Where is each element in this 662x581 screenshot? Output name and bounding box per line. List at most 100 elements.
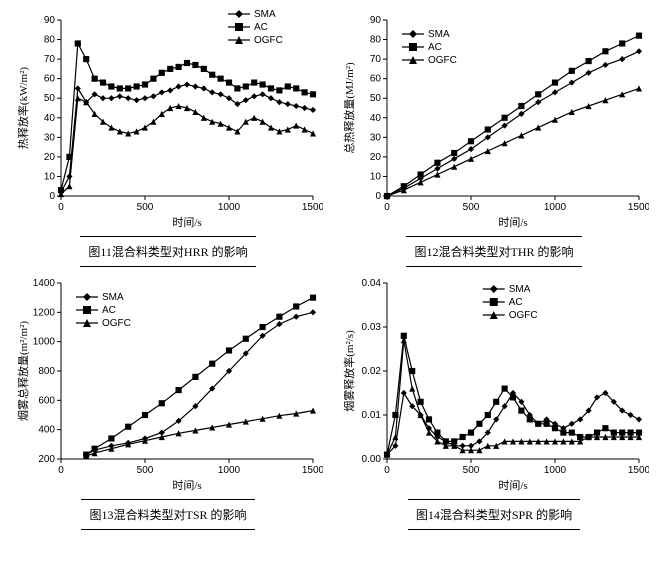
x-axis-label: 时间/s xyxy=(172,216,201,229)
fig13-cell: 200400600800100012001400050010001500时间/s… xyxy=(10,273,326,530)
x-axis-label: 时间/s xyxy=(498,479,527,492)
fig12-svg: 0102030405060708090050010001500时间/s总热释放量… xyxy=(339,10,649,230)
y-tick-label: 0.04 xyxy=(362,278,382,289)
x-axis-label: 时间/s xyxy=(172,479,201,492)
series-SMA-marker xyxy=(293,103,299,109)
y-tick-label: 1400 xyxy=(33,278,56,289)
series-SMA-marker xyxy=(243,97,249,103)
x-tick-label: 1000 xyxy=(544,465,567,476)
series-AC-marker xyxy=(226,80,232,86)
series-SMA-marker xyxy=(293,314,299,320)
series-AC-marker xyxy=(108,83,114,89)
series-AC-marker xyxy=(234,85,240,91)
legend-SMA-label: SMA xyxy=(428,29,450,40)
fig11-svg: 0102030405060708090050010001500时间/s热释放率(… xyxy=(13,10,323,230)
y-tick-label: 600 xyxy=(38,395,55,406)
y-axis-label: 总热释放量(MJ/m²) xyxy=(342,62,356,154)
series-SMA-marker xyxy=(117,93,123,99)
series-SMA-marker xyxy=(434,166,440,172)
x-tick-label: 500 xyxy=(137,202,154,213)
series-SMA-marker xyxy=(201,85,207,91)
y-axis-label: 烟雾总释放量(m²/m²) xyxy=(16,321,30,421)
series-SMA-marker xyxy=(285,101,291,107)
series-AC-marker xyxy=(460,434,466,440)
legend-OGFC-label: OGFC xyxy=(428,55,457,66)
series-AC-marker xyxy=(510,394,516,400)
legend-SMA-marker xyxy=(83,293,91,301)
series-OGFC-marker xyxy=(226,124,232,130)
series-AC-marker xyxy=(293,85,299,91)
series-AC-marker xyxy=(176,64,182,70)
series-SMA-marker xyxy=(602,62,608,68)
y-tick-label: 40 xyxy=(370,113,382,124)
series-AC-marker xyxy=(535,421,541,427)
series-AC-marker xyxy=(310,295,316,301)
y-tick-label: 60 xyxy=(370,74,382,85)
y-tick-label: 0.01 xyxy=(362,410,382,421)
series-AC-marker xyxy=(468,138,474,144)
series-AC-marker xyxy=(260,81,266,87)
series-OGFC-marker xyxy=(602,97,608,103)
y-tick-label: 0 xyxy=(375,191,381,202)
x-tick-label: 1500 xyxy=(628,202,649,213)
y-tick-label: 1000 xyxy=(33,337,56,348)
legend-AC-label: AC xyxy=(254,22,268,33)
series-AC-marker xyxy=(125,85,131,91)
series-AC-marker xyxy=(142,81,148,87)
series-AC-marker xyxy=(100,80,106,86)
y-tick-label: 0 xyxy=(49,191,55,202)
series-SMA-marker xyxy=(586,70,592,76)
series-AC-marker xyxy=(293,303,299,309)
x-tick-label: 500 xyxy=(463,465,480,476)
series-AC-marker xyxy=(586,58,592,64)
series-AC-marker xyxy=(518,103,524,109)
series-AC-marker xyxy=(108,435,114,441)
series-AC-marker xyxy=(636,33,642,39)
series-AC-marker xyxy=(150,76,156,82)
series-OGFC-marker xyxy=(451,164,457,170)
series-AC-marker xyxy=(75,40,81,46)
legend-AC-marker xyxy=(409,43,417,51)
series-OGFC-marker xyxy=(569,109,575,115)
y-tick-label: 40 xyxy=(44,113,56,124)
series-AC-marker xyxy=(527,416,533,422)
series-AC-marker xyxy=(552,425,558,431)
x-tick-label: 0 xyxy=(384,465,390,476)
series-SMA-marker xyxy=(569,421,575,427)
series-SMA-marker xyxy=(569,80,575,86)
series-AC-marker xyxy=(560,430,566,436)
y-tick-label: 90 xyxy=(370,15,382,26)
legend-AC-label: AC xyxy=(102,305,116,316)
series-OGFC-marker xyxy=(243,119,249,125)
x-tick-label: 0 xyxy=(58,465,64,476)
legend-SMA-label: SMA xyxy=(102,292,124,303)
series-AC-marker xyxy=(502,115,508,121)
x-tick-label: 0 xyxy=(58,202,64,213)
y-axis-label: 热释放率(kW/m²) xyxy=(16,67,30,149)
series-SMA-marker xyxy=(260,91,266,97)
legend-AC-label: AC xyxy=(509,297,523,308)
series-AC-marker xyxy=(134,83,140,89)
series-AC-marker xyxy=(451,150,457,156)
series-AC-marker xyxy=(92,76,98,82)
legend-OGFC-label: OGFC xyxy=(509,310,538,321)
series-AC-marker xyxy=(276,314,282,320)
legend-AC-label: AC xyxy=(428,42,442,53)
series-AC-marker xyxy=(209,72,215,78)
y-tick-label: 90 xyxy=(44,15,56,26)
series-SMA-marker xyxy=(142,95,148,101)
series-AC-marker xyxy=(502,386,508,392)
series-SMA-marker xyxy=(159,89,165,95)
series-AC-marker xyxy=(569,68,575,74)
legend-SMA-marker xyxy=(490,285,498,293)
y-tick-label: 10 xyxy=(44,171,56,182)
y-tick-label: 80 xyxy=(370,35,382,46)
series-AC-marker xyxy=(285,83,291,89)
series-AC-marker xyxy=(243,336,249,342)
series-OGFC-marker xyxy=(302,126,308,132)
series-AC-marker xyxy=(619,40,625,46)
series-SMA-line xyxy=(86,312,313,454)
series-AC-marker xyxy=(142,412,148,418)
legend-SMA-label: SMA xyxy=(509,284,531,295)
series-AC-marker xyxy=(192,374,198,380)
